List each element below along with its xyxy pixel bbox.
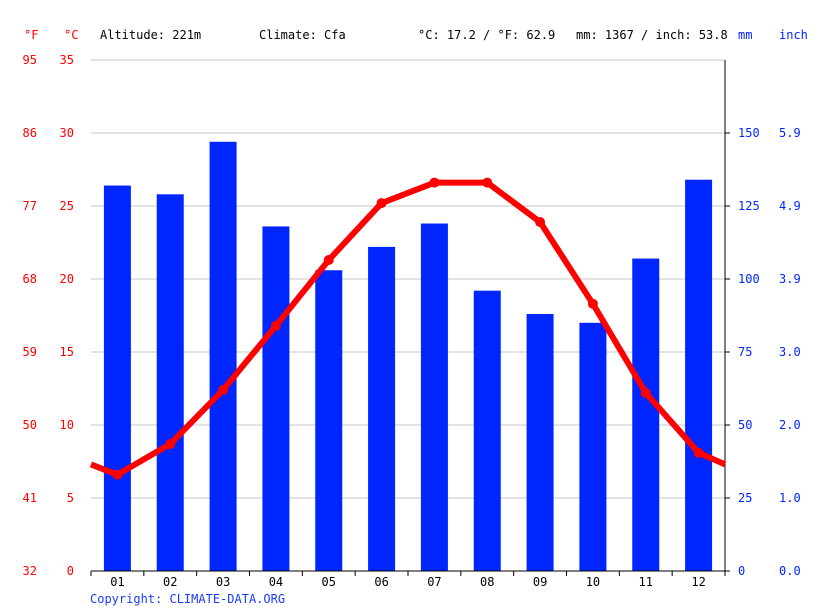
- month-label: 02: [163, 575, 177, 589]
- precipitation-bar: [685, 179, 713, 571]
- celsius-tick-label: 5: [67, 491, 74, 505]
- temperature-point: [640, 387, 651, 398]
- fahrenheit-tick-label: 68: [23, 272, 37, 286]
- inch-tick-label: 4.9: [779, 199, 801, 213]
- mm-tick-label: 0: [738, 564, 745, 578]
- precipitation-bar: [420, 223, 448, 571]
- inch-tick-label: 5.9: [779, 126, 801, 140]
- header-unit-inch: inch: [779, 28, 808, 42]
- precipitation-bar: [579, 322, 607, 571]
- month-label: 05: [322, 575, 336, 589]
- celsius-tick-label: 35: [60, 53, 74, 67]
- fahrenheit-tick-label: 77: [23, 199, 37, 213]
- fahrenheit-tick-label: 59: [23, 345, 37, 359]
- mm-tick-label: 25: [738, 491, 752, 505]
- climate-label: Climate: Cfa: [259, 28, 346, 42]
- mm-tick-label: 50: [738, 418, 752, 432]
- precipitation-bar: [473, 290, 501, 571]
- month-label: 06: [374, 575, 388, 589]
- month-label: 03: [216, 575, 230, 589]
- celsius-tick-label: 30: [60, 126, 74, 140]
- temperature-point: [429, 177, 440, 188]
- temperature-point: [376, 198, 387, 209]
- precipitation-bar: [209, 141, 237, 571]
- mm-tick-label: 100: [738, 272, 760, 286]
- month-label: 09: [533, 575, 547, 589]
- fahrenheit-tick-label: 86: [23, 126, 37, 140]
- copyright-label: Copyright: CLIMATE-DATA.ORG: [90, 592, 286, 606]
- precipitation-summary: mm: 1367 / inch: 53.8: [576, 28, 728, 42]
- temperature-point: [587, 298, 598, 309]
- inch-tick-label: 1.0: [779, 491, 801, 505]
- header-unit-f: °F: [24, 28, 39, 42]
- altitude-label: Altitude: 221m: [100, 28, 202, 42]
- temperature-point: [165, 438, 176, 449]
- precipitation-bar: [526, 314, 554, 571]
- header-unit-mm: mm: [738, 28, 753, 42]
- mm-tick-label: 125: [738, 199, 760, 213]
- precipitation-bar: [632, 258, 660, 571]
- celsius-tick-label: 0: [67, 564, 74, 578]
- precipitation-bar: [368, 246, 396, 571]
- temperature-point: [482, 177, 493, 188]
- temperature-point: [535, 217, 546, 228]
- temperature-line: [89, 179, 727, 478]
- celsius-tick-label: 15: [60, 345, 74, 359]
- temperature-point: [112, 469, 123, 480]
- precipitation-bar: [262, 226, 290, 571]
- month-label: 04: [269, 575, 283, 589]
- celsius-tick-label: 20: [60, 272, 74, 286]
- fahrenheit-tick-label: 50: [23, 418, 37, 432]
- month-label: 12: [691, 575, 705, 589]
- temperature-summary: °C: 17.2 / °F: 62.9: [418, 28, 556, 42]
- header-unit-c: °C: [64, 28, 79, 42]
- temperature-point: [218, 384, 229, 395]
- mm-tick-label: 150: [738, 126, 760, 140]
- inch-tick-label: 2.0: [779, 418, 801, 432]
- month-label: 07: [427, 575, 441, 589]
- month-label: 01: [110, 575, 124, 589]
- precipitation-bar: [156, 194, 184, 571]
- precipitation-bar: [103, 185, 131, 571]
- celsius-tick-label: 10: [60, 418, 74, 432]
- inch-tick-label: 0.0: [779, 564, 801, 578]
- fahrenheit-tick-label: 95: [23, 53, 37, 67]
- month-label: 10: [586, 575, 600, 589]
- fahrenheit-tick-label: 41: [23, 491, 37, 505]
- temperature-point: [323, 255, 334, 266]
- fahrenheit-tick-label: 32: [23, 564, 37, 578]
- mm-tick-label: 75: [738, 345, 752, 359]
- month-label: 11: [639, 575, 653, 589]
- temperature-point: [270, 320, 281, 331]
- inch-tick-label: 3.0: [779, 345, 801, 359]
- inch-tick-label: 3.9: [779, 272, 801, 286]
- temperature-point: [693, 447, 704, 458]
- month-label: 08: [480, 575, 494, 589]
- precipitation-bar: [315, 270, 343, 571]
- celsius-tick-label: 25: [60, 199, 74, 213]
